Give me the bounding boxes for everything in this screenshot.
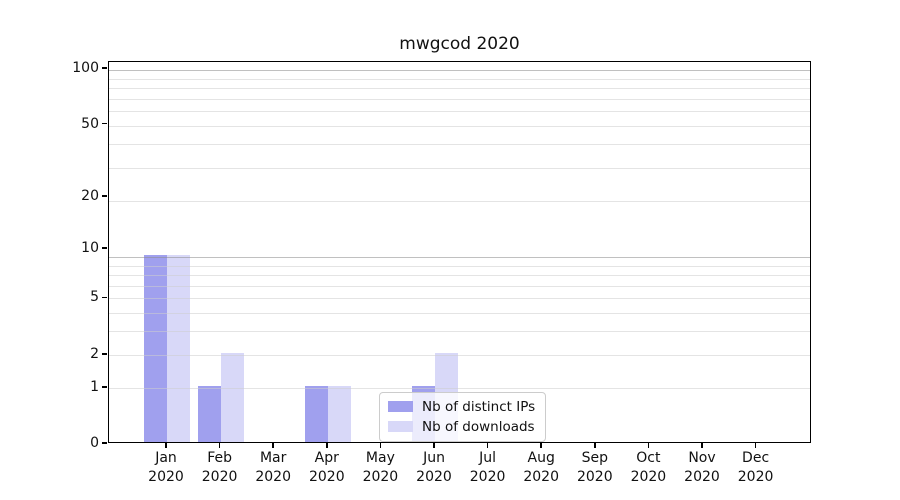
x-tick-label-aug: Aug 2020 bbox=[509, 449, 573, 487]
x-tick-label-mar: Mar 2020 bbox=[241, 449, 305, 487]
y-tick-mark bbox=[102, 247, 107, 250]
y-tick-label-5: 5 bbox=[90, 289, 99, 306]
x-tick-label-may: May 2020 bbox=[348, 449, 412, 487]
x-tick-month: Jul bbox=[479, 450, 497, 466]
x-tick-label-feb: Feb 2020 bbox=[188, 449, 252, 487]
x-tick-month: May bbox=[365, 450, 395, 466]
x-tick-month: Apr bbox=[314, 450, 339, 466]
x-tick-year: 2020 bbox=[737, 469, 774, 485]
legend-label-downloads: Nb of downloads bbox=[422, 418, 535, 435]
x-tick-mark bbox=[701, 443, 703, 448]
y-tick-label-100: 100 bbox=[72, 60, 99, 77]
bar-apr-distinct-ips bbox=[304, 385, 328, 442]
legend: Nb of distinct IPs Nb of downloads bbox=[379, 392, 547, 442]
y-tick-label-2: 2 bbox=[90, 345, 99, 362]
legend-item-downloads: Nb of downloads bbox=[388, 418, 535, 435]
legend-swatch-downloads bbox=[388, 421, 413, 432]
y-tick-mark bbox=[102, 385, 107, 388]
x-tick-year: 2020 bbox=[684, 469, 720, 485]
x-tick-label-apr: Apr 2020 bbox=[295, 449, 359, 487]
x-tick-year: 2020 bbox=[362, 469, 399, 485]
x-tick-mark bbox=[540, 443, 542, 448]
x-tick-mark bbox=[486, 443, 489, 448]
x-tick-month: Oct bbox=[636, 450, 661, 466]
x-tick-mark bbox=[326, 443, 328, 448]
x-tick-mark bbox=[272, 443, 274, 448]
y-tick-label-1: 1 bbox=[90, 378, 99, 395]
x-tick-month: Dec bbox=[742, 450, 770, 466]
x-tick-month: Nov bbox=[688, 450, 716, 466]
x-tick-year: 2020 bbox=[576, 469, 613, 485]
x-tick-mark bbox=[754, 443, 757, 448]
y-tick-mark bbox=[102, 296, 107, 299]
x-tick-label-jul: Jul 2020 bbox=[456, 449, 520, 487]
x-tick-year: 2020 bbox=[630, 469, 667, 485]
plot-area: Nb of distinct IPs Nb of downloads bbox=[108, 61, 811, 443]
bar-jan-downloads bbox=[167, 255, 190, 442]
x-tick-mark bbox=[647, 443, 650, 448]
x-tick-year: 2020 bbox=[201, 469, 238, 485]
x-tick-year: 2020 bbox=[416, 469, 452, 485]
x-tick-month: Jun bbox=[423, 450, 445, 466]
x-tick-month: Sep bbox=[581, 450, 608, 466]
x-tick-label-jan: Jan 2020 bbox=[134, 449, 198, 487]
x-tick-month: Mar bbox=[259, 450, 287, 466]
legend-label-distinct-ips: Nb of distinct IPs bbox=[422, 398, 536, 415]
legend-swatch-distinct-ips bbox=[388, 401, 413, 412]
y-tick-mark bbox=[102, 122, 107, 125]
y-tick-mark bbox=[102, 442, 107, 444]
y-tick-mark bbox=[102, 67, 107, 69]
x-tick-label-sep: Sep 2020 bbox=[563, 449, 627, 487]
x-tick-mark bbox=[594, 443, 596, 448]
y-tick-label-0: 0 bbox=[90, 435, 99, 451]
x-tick-year: 2020 bbox=[148, 469, 184, 485]
x-tick-month: Jan bbox=[155, 450, 177, 466]
x-tick-mark bbox=[433, 443, 435, 448]
bar-apr-downloads bbox=[327, 385, 351, 442]
y-tick-label-20: 20 bbox=[81, 187, 99, 204]
bar-jan-distinct-ips bbox=[144, 255, 167, 442]
x-tick-month: Aug bbox=[527, 450, 555, 466]
y-tick-label-10: 10 bbox=[81, 240, 99, 257]
x-tick-year: 2020 bbox=[523, 469, 559, 485]
y-tick-label-50: 50 bbox=[81, 115, 99, 132]
y-tick-mark bbox=[102, 194, 107, 197]
chart-title: mwgcod 2020 bbox=[399, 34, 520, 54]
x-tick-label-oct: Oct 2020 bbox=[616, 449, 680, 487]
legend-item-distinct-ips: Nb of distinct IPs bbox=[388, 398, 535, 415]
bar-feb-downloads bbox=[220, 352, 244, 442]
x-tick-year: 2020 bbox=[255, 469, 291, 485]
y-tick-mark bbox=[102, 352, 107, 355]
x-tick-label-dec: Dec 2020 bbox=[724, 449, 788, 487]
x-tick-label-nov: Nov 2020 bbox=[670, 449, 734, 487]
x-tick-mark bbox=[165, 443, 167, 448]
x-tick-mark bbox=[218, 443, 221, 448]
x-tick-month: Feb bbox=[207, 450, 232, 466]
bars-layer bbox=[109, 62, 810, 442]
x-tick-mark bbox=[379, 443, 382, 448]
bar-feb-distinct-ips bbox=[197, 385, 221, 442]
x-tick-year: 2020 bbox=[469, 469, 506, 485]
x-tick-label-jun: Jun 2020 bbox=[402, 449, 466, 487]
x-tick-year: 2020 bbox=[308, 469, 345, 485]
